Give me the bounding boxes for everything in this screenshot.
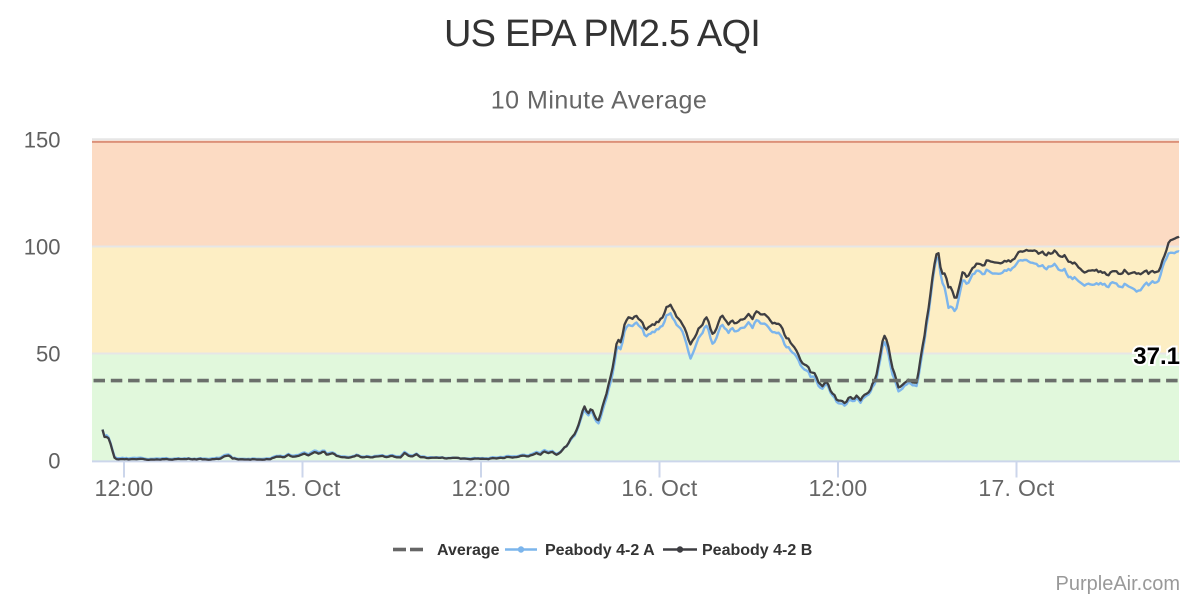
svg-text:Peabody 4-2 B: Peabody 4-2 B (702, 542, 812, 559)
svg-text:PurpleAir.com: PurpleAir.com (1056, 573, 1181, 595)
svg-text:Peabody 4-2 A: Peabody 4-2 A (545, 542, 655, 559)
svg-text:12:00: 12:00 (808, 475, 867, 501)
svg-text:12:00: 12:00 (451, 475, 510, 501)
svg-text:17. Oct: 17. Oct (978, 475, 1055, 501)
svg-text:37.1: 37.1 (1133, 343, 1180, 370)
svg-text:100: 100 (24, 235, 61, 260)
svg-text:10 Minute Average: 10 Minute Average (491, 87, 708, 115)
svg-text:16. Oct: 16. Oct (621, 475, 698, 501)
svg-text:US EPA PM2.5 AQI: US EPA PM2.5 AQI (444, 13, 760, 55)
svg-text:15. Oct: 15. Oct (264, 475, 341, 501)
svg-text:0: 0 (48, 449, 60, 474)
svg-text:50: 50 (36, 342, 60, 367)
svg-text:150: 150 (24, 128, 61, 153)
svg-text:12:00: 12:00 (94, 475, 153, 501)
svg-text:Average: Average (437, 542, 500, 559)
